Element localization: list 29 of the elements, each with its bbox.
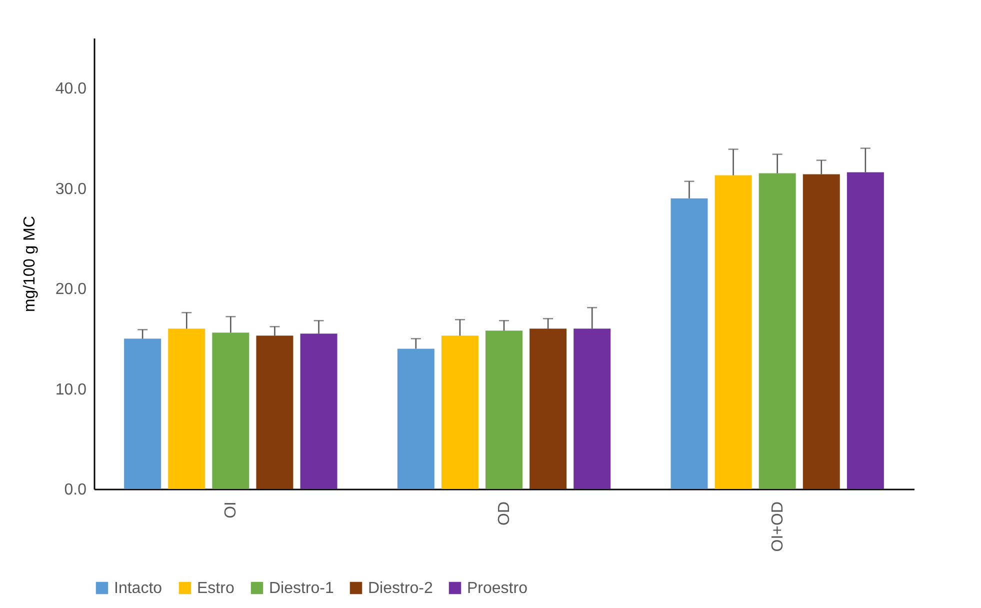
bar bbox=[530, 328, 567, 489]
legend-label: Intacto bbox=[114, 580, 162, 597]
y-tick-label: 20.0 bbox=[55, 281, 87, 298]
legend-label: Proestro bbox=[467, 580, 528, 597]
bar bbox=[758, 173, 796, 489]
bar bbox=[168, 328, 206, 489]
legend-label: Estro bbox=[197, 580, 234, 597]
bar bbox=[124, 338, 162, 489]
y-tick-label: 10.0 bbox=[55, 381, 87, 398]
bar bbox=[486, 330, 522, 489]
bar bbox=[212, 332, 250, 489]
bar bbox=[441, 336, 478, 489]
bar bbox=[846, 172, 884, 489]
y-axis-title: mg/100 g MC bbox=[21, 216, 38, 312]
y-tick-label: 0.0 bbox=[64, 482, 87, 498]
legend-label: Diestro-1 bbox=[269, 580, 334, 597]
bar bbox=[300, 334, 338, 489]
x-tick-label: OI+OD bbox=[769, 502, 786, 552]
legend-label: Diestro-2 bbox=[368, 580, 434, 597]
x-tick-label: OI bbox=[222, 502, 240, 518]
bar bbox=[802, 174, 840, 489]
bar bbox=[714, 175, 752, 489]
y-tick-label: 30.0 bbox=[55, 180, 87, 198]
x-tick-label: OD bbox=[496, 502, 513, 526]
y-tick-label: 40.0 bbox=[55, 80, 87, 98]
bar bbox=[574, 328, 611, 489]
bar bbox=[670, 198, 708, 489]
bar bbox=[256, 336, 294, 489]
bar bbox=[397, 348, 434, 489]
